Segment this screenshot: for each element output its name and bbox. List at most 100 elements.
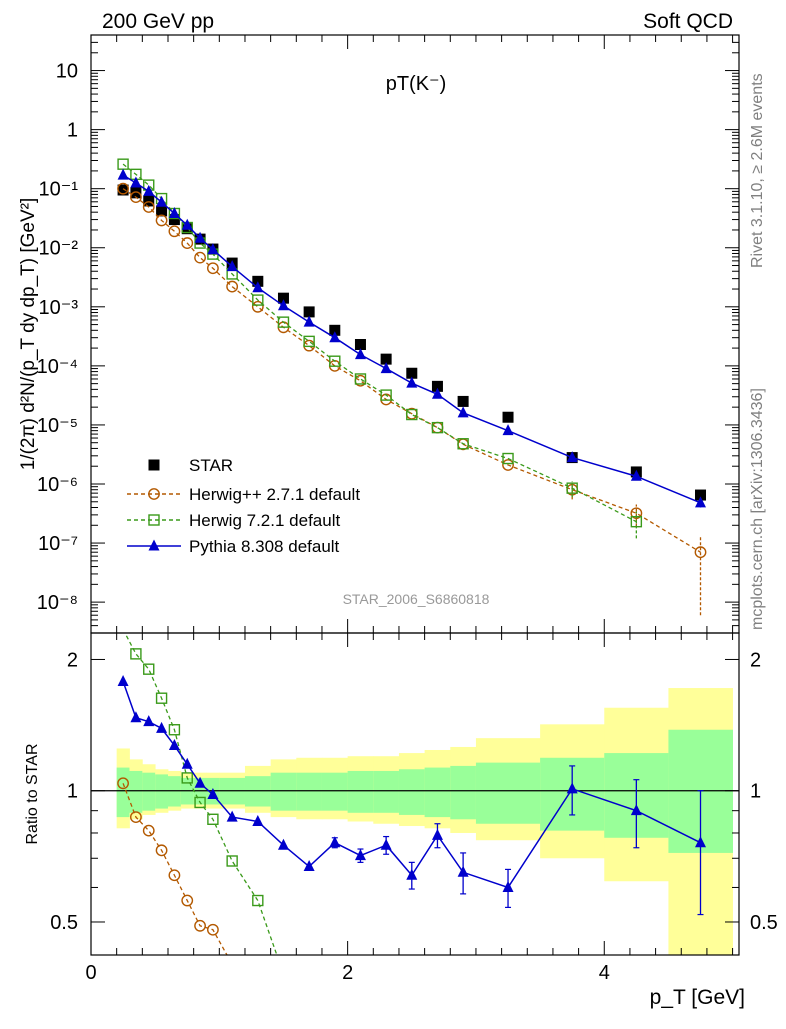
watermark: STAR_2006_S6860818 [343,591,490,607]
ratio-data-point [207,923,219,936]
main-data-point [630,507,643,520]
main-data-point [502,452,514,465]
main-data-point [156,205,168,217]
ratio-band-inner [296,772,323,811]
main-data-point [155,214,168,227]
x-tick-label: 0 [85,962,96,984]
main-data-point [207,243,219,255]
ratio-data-point [143,663,155,675]
ratio-data-point [168,738,180,750]
ratio-data-point [303,860,315,872]
main-data-point [277,316,290,328]
main-data-point [457,438,469,450]
main-series-line [122,174,701,504]
ratio-y-tick-label-right: 2 [750,649,761,671]
ratio-y-tick-label: 2 [67,649,78,671]
ratio-y-axis-label: Ratio to STAR [24,743,41,844]
main-data-point [142,201,155,213]
legend-label: STAR [189,456,233,475]
ratio-data-point [502,880,514,892]
main-data-point [130,191,142,204]
main-data-point [329,324,341,336]
main-data-point [117,184,129,196]
main-data-point [277,299,289,311]
main-data-point [695,489,707,501]
ratio-band-inner [244,776,272,807]
ratio-data-point [226,855,238,867]
ratio-data-point [117,777,129,790]
ratio-data-point [406,868,418,880]
ratio-band-inner [398,769,426,815]
ratio-data-point [194,919,206,932]
main-data-point [406,376,418,388]
main-data-point [566,451,578,463]
ratio-series-line [122,681,701,889]
y-tick-label: 10⁻² [39,238,79,260]
ratio-data-point [207,788,219,800]
y-tick-label: 10⁻³ [39,297,79,319]
main-data-point [329,355,341,367]
main-y-axis-label: 1/(2π) d²N/(p_T dy dp_T) [GeV²] [18,198,39,471]
ratio-y-tick-label-right: 1 [750,781,761,803]
main-data-point [168,225,181,238]
main-data-point [630,469,642,481]
main-data-point [168,207,180,219]
y-tick-label: 10⁻⁴ [37,356,78,378]
main-data-point [226,260,238,272]
main-data-point [251,300,264,313]
main-data-point [143,195,155,207]
ratio-band-inner [321,772,349,811]
ratio-series-line [124,633,278,955]
main-data-point [406,367,418,379]
ratio-data-point [354,849,366,861]
main-data-point [380,389,392,401]
main-data-point [329,331,341,343]
main-data-point [181,218,193,230]
rivet-label: Rivet 3.1.10, ≥ 2.6M events [749,73,766,268]
ratio-band-inner [142,772,156,811]
ratio-data-point [143,715,155,727]
ratio-band-inner [116,767,130,818]
ratio-band-inner [347,770,374,813]
main-data-point [406,408,418,421]
ratio-data-point [155,692,168,704]
ratio-data-point [130,648,142,660]
ratio-data-point [329,836,341,848]
ratio-data-point [277,838,289,850]
ratio-band-inner [424,767,451,818]
y-tick-label: 10⁻⁷ [38,533,78,555]
ratio-axis-ticks: 0.5 0.5 1 1 2 2 0 2 4 [50,633,778,984]
main-series-layer [117,158,707,616]
legend-marker [148,539,160,551]
main-data-point [380,353,392,365]
main-data-point [277,292,289,304]
ratio-data-point [566,782,578,794]
legend-label: Herwig 7.2.1 default [189,511,340,530]
ratio-band-inner [129,770,143,813]
main-data-point [694,546,707,559]
main-data-point [630,515,643,528]
main-data-point [194,251,206,264]
ratio-data-point [227,959,237,969]
ratio-series-layer [117,633,707,969]
main-data-point [194,231,206,243]
main-data-point [156,195,168,207]
ratio-data-point [168,869,181,882]
main-data-point [303,315,315,327]
main-data-point [303,335,315,348]
main-data-point [502,424,514,436]
mcplots-label: mcplots.cern.ch [arXiv:1306.3436] [749,388,766,630]
main-data-point [457,395,469,407]
main-data-point [502,411,514,423]
main-data-point [457,406,469,418]
ratio-data-point [181,757,193,769]
x-tick-label: 4 [599,962,610,984]
main-data-point [143,184,155,196]
main-data-point [181,237,194,249]
header-left: 200 GeV pp [102,10,214,33]
ratio-band-inner [475,762,541,824]
main-data-point [354,348,366,360]
main-data-point [168,214,180,226]
main-data-point [354,373,367,385]
legend-marker [148,459,160,471]
